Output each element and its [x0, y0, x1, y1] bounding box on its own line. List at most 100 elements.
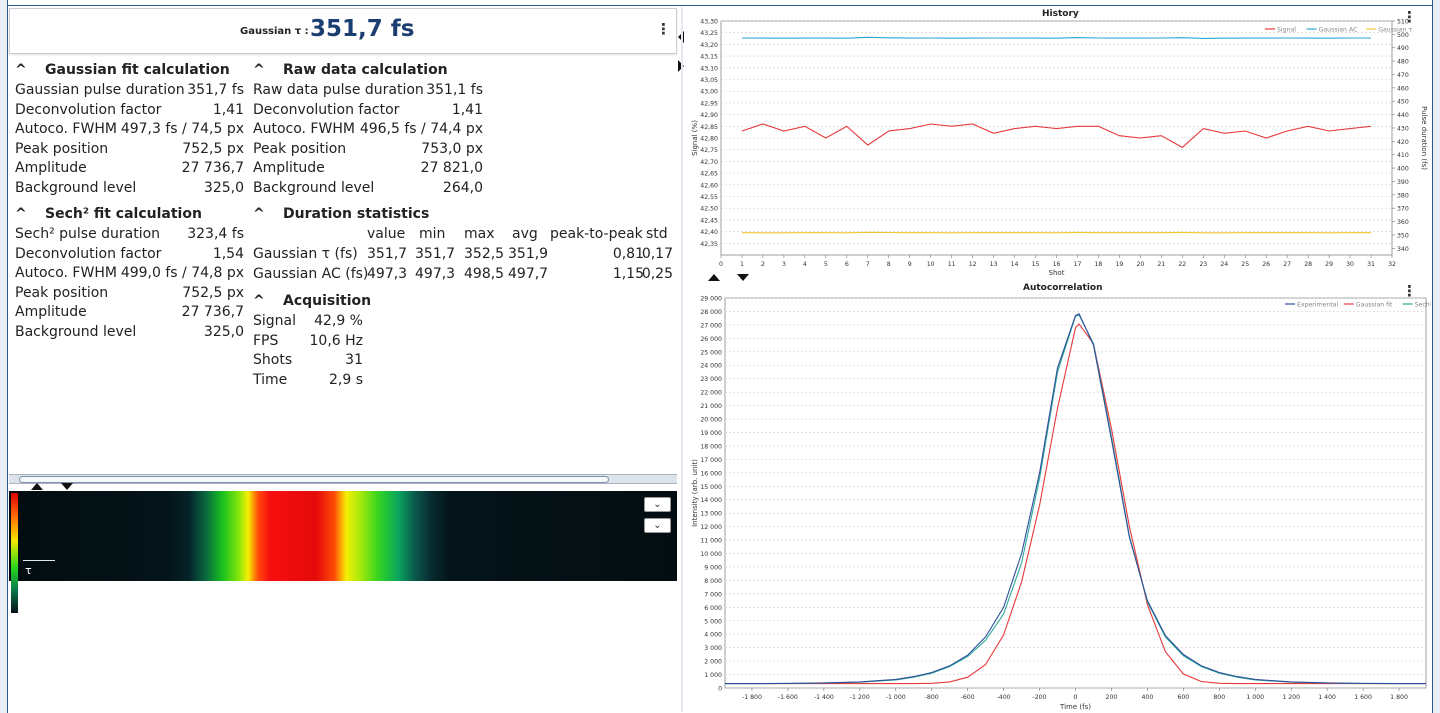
chevron-up-icon[interactable]: ^ [253, 293, 265, 309]
window-right-border [1432, 0, 1440, 713]
column-header: min [419, 226, 446, 242]
x-tick-label: 31 [1367, 261, 1375, 268]
y-tick-label: 43,25 [700, 30, 718, 37]
row-label: Deconvolution factor [15, 101, 162, 118]
scrollbar-thumb[interactable] [19, 476, 609, 483]
y-tick-label: 43,05 [700, 77, 718, 84]
section-header[interactable]: ^ Raw data calculation [253, 62, 483, 82]
row-label: Background level [15, 179, 137, 196]
window-left-border [0, 0, 8, 713]
collapse-down-icon[interactable] [737, 274, 749, 281]
y-tick-label: 42,75 [700, 147, 718, 154]
main-readout-label: Gaussian τ : [240, 26, 309, 37]
y-tick-label: 42,65 [700, 171, 718, 178]
chevron-down-icon[interactable]: ⌄ [644, 518, 671, 533]
chevron-up-icon[interactable]: ^ [253, 206, 265, 222]
collapse-up-icon[interactable] [31, 483, 43, 490]
y-right-tick-label: 350 [1397, 232, 1409, 239]
y-tick-label: 24 000 [700, 363, 722, 370]
legend-entry: Experimental [1297, 302, 1339, 309]
chevron-down-icon[interactable]: ⌄ [644, 497, 671, 512]
raw-data-section: ^ Raw data calculation Raw data pulse du… [253, 62, 483, 200]
vertical-splitter[interactable] [681, 7, 683, 712]
y-tick-label: 15 000 [700, 484, 722, 491]
y-tick-label: 28 000 [700, 309, 722, 316]
camera-axis-label: τ [25, 564, 32, 577]
x-tick-label: 3 [782, 261, 786, 268]
row-value: 264,0 [442, 179, 483, 196]
sech-fit-section: ^ Sech² fit calculation Sech² pulse dura… [15, 206, 244, 344]
duration-statistics-section: ^ Duration statistics value min max avg … [253, 206, 677, 286]
row-label: Background level [15, 323, 137, 340]
kebab-menu-icon[interactable] [656, 20, 671, 38]
y-axis-label: Intensity (arb. unit) [691, 459, 699, 527]
y-right-tick-label: 400 [1397, 166, 1409, 173]
column-header: std [646, 226, 668, 242]
y-tick-label: 1 000 [704, 672, 722, 679]
chevron-up-icon[interactable]: ^ [15, 62, 27, 78]
row-value: 323,4 fs [187, 226, 244, 242]
y-tick-label: 42,40 [700, 229, 718, 236]
y-tick-label: 42,85 [700, 124, 718, 131]
chevron-up-icon[interactable]: ^ [15, 206, 27, 222]
y-tick-label: 25 000 [700, 349, 722, 356]
legend-entry: Gaussian AC [1319, 27, 1358, 34]
x-tick-label: 27 [1283, 261, 1291, 268]
row-value: 2,9 s [328, 371, 363, 388]
x-tick-label: 0 [1074, 694, 1078, 701]
history-chart: 42,35 42,40 42,45 42,50 42,55 42,60 42,65 42,70… [691, 19, 1428, 276]
row-value: 752,5 px [182, 140, 244, 157]
kebab-menu-icon[interactable] [1402, 282, 1417, 300]
row-label: Signal [253, 313, 297, 329]
x-tick-label: 1 800 [1390, 694, 1408, 701]
window-top-border [8, 0, 1432, 6]
y-tick-label: 29 000 [700, 296, 722, 303]
row-label: Shots [253, 352, 293, 369]
row-label: Autoco. FWHM [253, 121, 355, 138]
x-tick-label: 10 [927, 261, 935, 268]
collapse-down-icon[interactable] [61, 483, 73, 490]
y-right-tick-label: 440 [1397, 112, 1409, 119]
section-header[interactable]: ^ Acquisition [253, 293, 371, 313]
x-tick-label: 11 [948, 261, 956, 268]
x-tick-label: 20 [1136, 261, 1144, 268]
row-value: 753,0 px [421, 140, 483, 157]
main-readout-bar: Gaussian τ : 351,7 fs [9, 8, 677, 54]
y-tick-label: 4 000 [704, 632, 722, 639]
kebab-menu-icon[interactable] [1402, 8, 1417, 26]
column-header: value [367, 226, 406, 242]
y-right-tick-label: 390 [1397, 179, 1409, 186]
y-tick-label: 43,15 [700, 54, 718, 61]
series-line-experimental [725, 313, 1426, 685]
row-label: Gaussian τ (fs) [253, 246, 358, 262]
x-tick-label: -1 400 [814, 694, 834, 701]
section-header[interactable]: ^ Duration statistics [253, 206, 677, 226]
sech-row: Sech² pulse duration 323,4 fs [15, 226, 244, 246]
x-tick-label: -800 [925, 694, 939, 701]
y-right-tick-label: 360 [1397, 219, 1409, 226]
acquisition-row: FPS 10,6 Hz [253, 333, 363, 353]
chevron-up-icon[interactable]: ^ [253, 62, 265, 78]
x-tick-label: -1 600 [778, 694, 798, 701]
section-title: Acquisition [283, 293, 372, 309]
row-value: 752,5 px [182, 284, 244, 301]
y-tick-label: 21 000 [700, 403, 722, 410]
arrow-right-icon [23, 560, 55, 561]
x-tick-label: 6 [845, 261, 849, 268]
table-cell: 0,17 [641, 246, 673, 262]
section-header[interactable]: ^ Sech² fit calculation [15, 206, 244, 226]
raw-row: Deconvolution factor 1,41 [253, 102, 483, 122]
horizontal-scrollbar[interactable] [9, 474, 677, 484]
x-tick-label: 5 [824, 261, 828, 268]
collapse-up-icon[interactable] [708, 274, 720, 281]
row-label: Time [253, 371, 288, 388]
section-header[interactable]: ^ Gaussian fit calculation [15, 62, 244, 82]
sech-row: Background level 325,0 [15, 324, 244, 344]
x-tick-label: 1 400 [1318, 694, 1336, 701]
y-tick-label: 8 000 [704, 578, 722, 585]
table-cell: 497,3 [367, 266, 408, 282]
x-tick-label: 4 [803, 261, 807, 268]
acquisition-row: Time 2,9 s [253, 372, 363, 392]
x-tick-label: 13 [990, 261, 998, 268]
series-line-gaussian-fit [725, 323, 1426, 685]
